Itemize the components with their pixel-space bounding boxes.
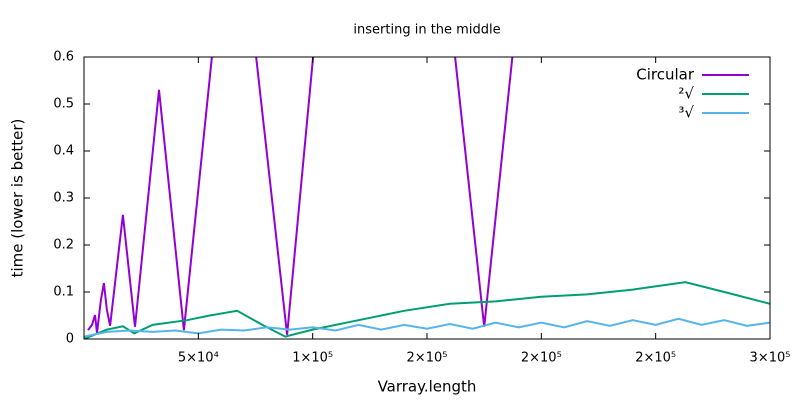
y-tick-label: 0 xyxy=(66,332,74,347)
x-tick-label: 1×10⁵ xyxy=(292,351,333,366)
chart-title: inserting in the middle xyxy=(353,23,500,38)
legend-label: Circular xyxy=(636,66,695,84)
x-tick-label: 2×10⁵ xyxy=(635,351,676,366)
y-axis-label: time (lower is better) xyxy=(9,119,27,278)
y-tick-label: 0.4 xyxy=(53,144,74,159)
x-tick-label: 2×10⁵ xyxy=(521,351,562,366)
x-tick-label: 5×10⁴ xyxy=(178,351,219,366)
x-tick-label: 2×10⁵ xyxy=(407,351,448,366)
x-axis-label: Varray.length xyxy=(378,378,477,396)
legend-label: ³√ xyxy=(678,104,694,122)
y-tick-label: 0.5 xyxy=(53,97,74,112)
x-tick-label: 3×10⁵ xyxy=(750,351,791,366)
series-line xyxy=(87,57,514,335)
y-tick-label: 0.1 xyxy=(53,285,74,300)
legend-label: ²√ xyxy=(678,85,694,103)
y-tick-label: 0.6 xyxy=(53,50,74,65)
y-tick-label: 0.3 xyxy=(53,191,74,206)
y-tick-label: 0.2 xyxy=(53,238,74,253)
